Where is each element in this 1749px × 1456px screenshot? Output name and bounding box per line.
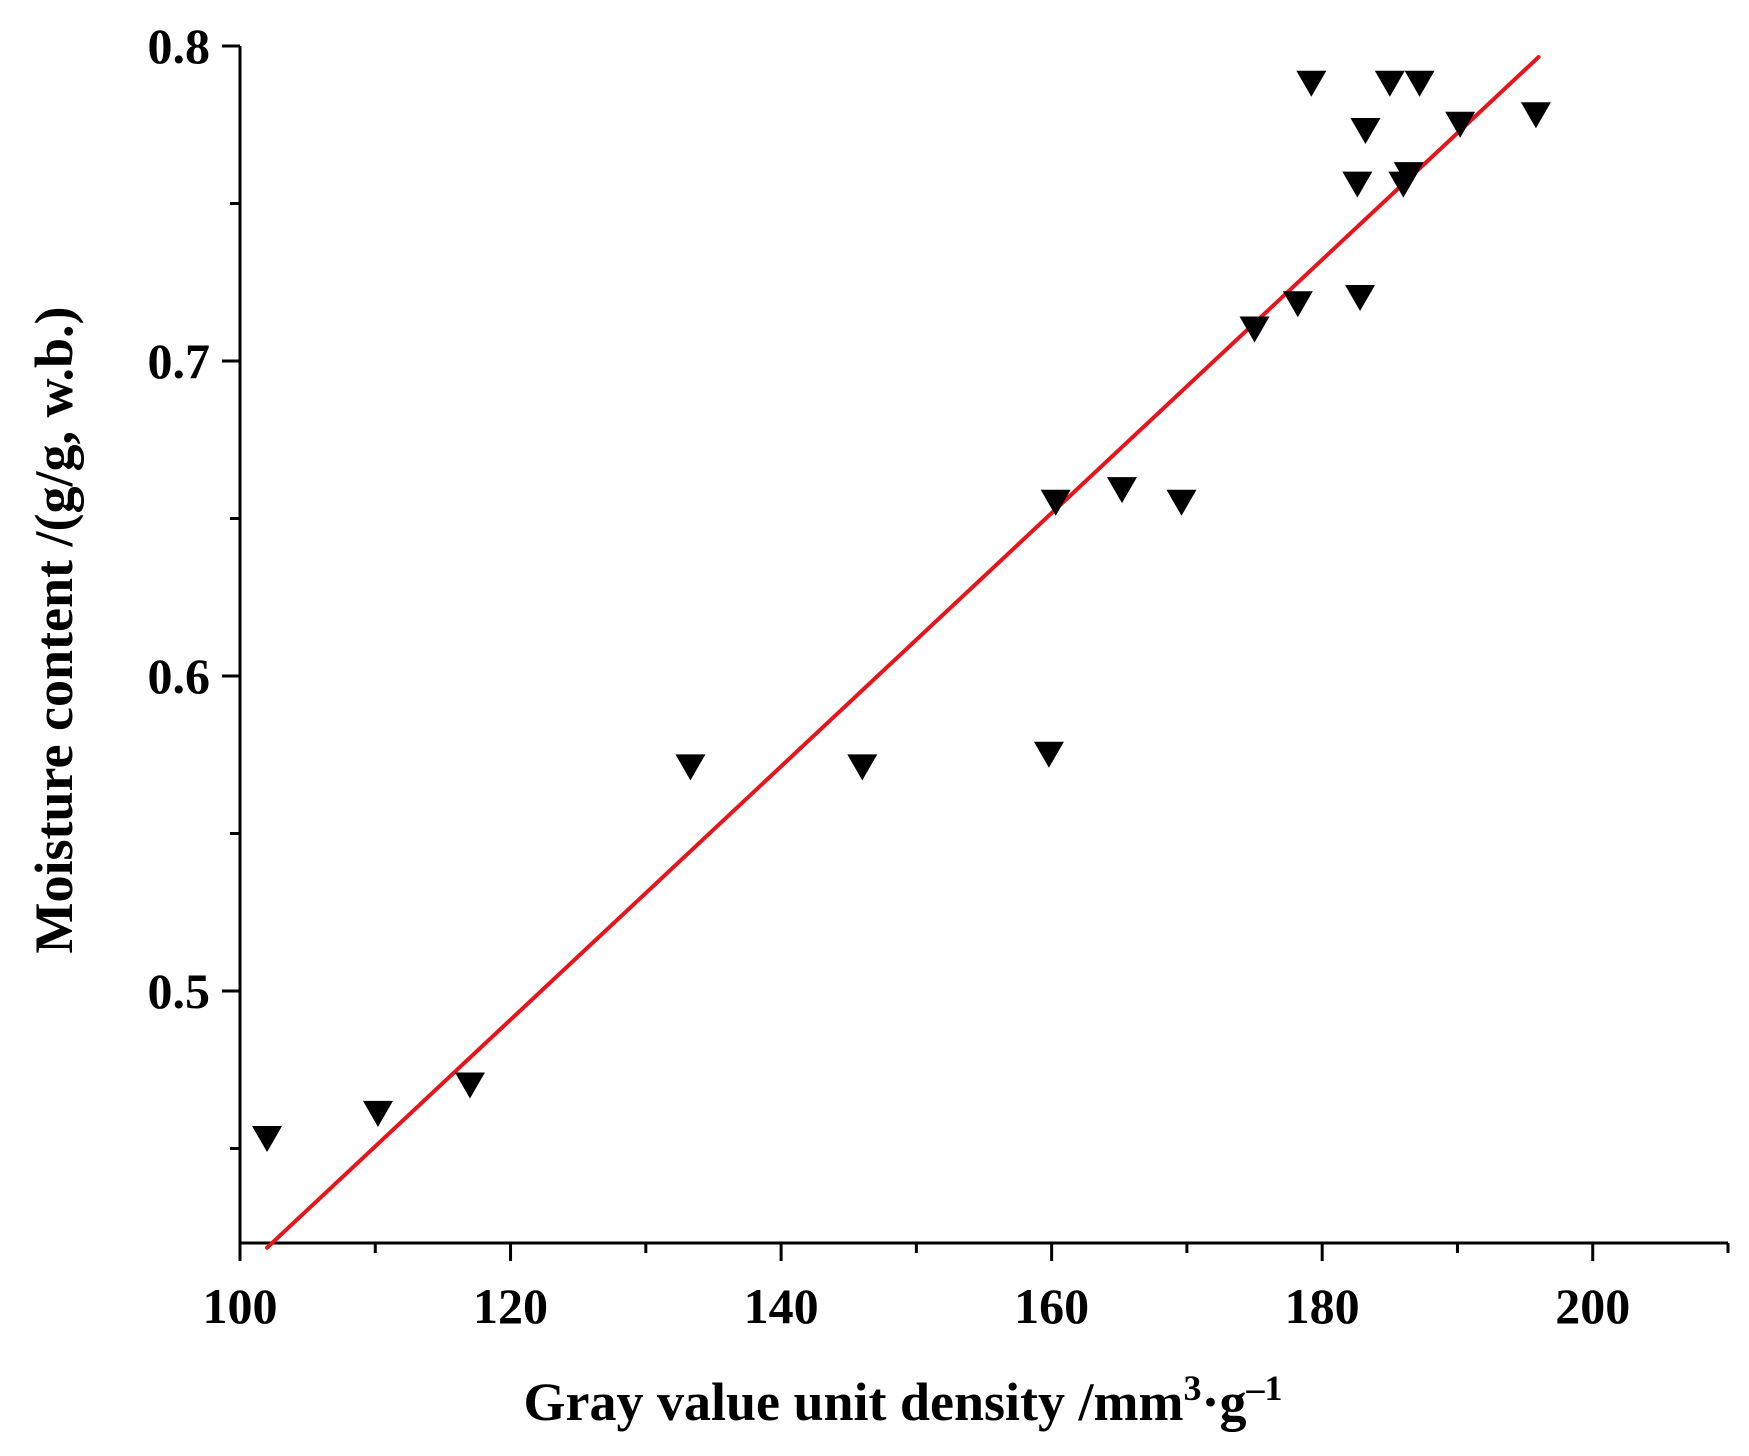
x-tick-label: 120 <box>473 1278 548 1334</box>
data-point <box>847 754 878 781</box>
data-point <box>1296 70 1327 97</box>
y-tick-label: 0.6 <box>148 648 211 704</box>
y-tick-label: 0.7 <box>148 333 211 389</box>
data-point <box>1404 70 1435 97</box>
data-point <box>1374 70 1405 97</box>
data-point <box>1282 291 1313 318</box>
x-tick-label: 180 <box>1285 1278 1360 1334</box>
data-point <box>1106 477 1137 504</box>
data-point <box>1166 489 1197 516</box>
data-point <box>1040 489 1071 516</box>
y-tick-label: 0.8 <box>148 18 211 74</box>
data-point <box>1520 102 1551 129</box>
data-point <box>362 1100 393 1127</box>
axes-group: 100 120 140 160 180 200 0.5 0.6 0.7 0.8 <box>148 18 1730 1334</box>
y-tick-label: 0.5 <box>148 963 211 1019</box>
x-tick-label: 100 <box>203 1278 278 1334</box>
data-point <box>454 1072 485 1099</box>
x-axis-title: Gray value unit density /mm3·g–1 <box>523 1368 1282 1432</box>
data-point <box>675 754 706 781</box>
data-point <box>1393 162 1424 189</box>
data-point <box>1033 741 1064 768</box>
data-point <box>1239 316 1270 343</box>
x-tick-label: 140 <box>744 1278 819 1334</box>
data-point <box>1345 285 1376 311</box>
x-tick-label: 160 <box>1014 1278 1089 1334</box>
fit-line-group <box>265 55 1541 1250</box>
data-point <box>252 1126 283 1153</box>
y-axis-title: Moisture content /(g/g, w.b.) <box>24 307 84 954</box>
data-point <box>1342 171 1373 198</box>
data-points-group <box>252 70 1551 1153</box>
axis-labels-group: Gray value unit density /mm3·g–1 Moistur… <box>24 307 1283 1432</box>
x-tick-label: 200 <box>1555 1278 1630 1334</box>
data-point <box>1445 111 1476 138</box>
data-point <box>1350 118 1381 145</box>
fit-line <box>265 55 1541 1250</box>
